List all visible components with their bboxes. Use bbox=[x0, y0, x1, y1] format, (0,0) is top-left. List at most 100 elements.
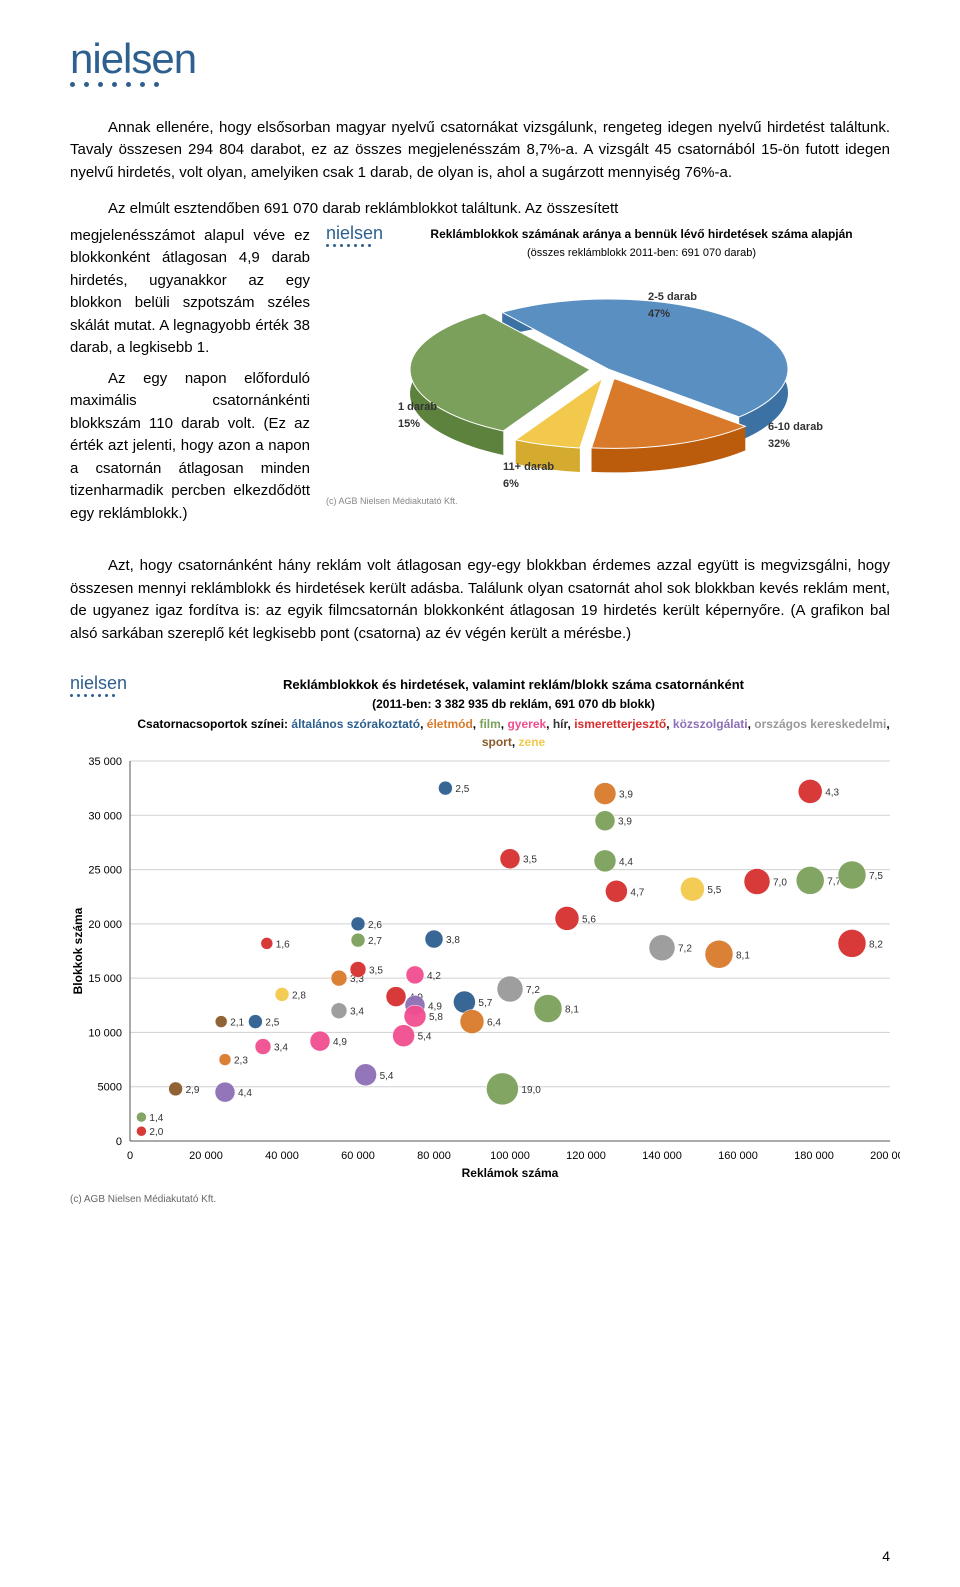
pie-slice-label: 2-5 darab47% bbox=[648, 289, 697, 322]
svg-text:180 000: 180 000 bbox=[794, 1150, 834, 1162]
svg-text:8,1: 8,1 bbox=[565, 1004, 579, 1015]
pie-title: Reklámblokkok számának aránya a bennük l… bbox=[393, 225, 890, 243]
svg-text:3,8: 3,8 bbox=[446, 935, 460, 946]
scatter-point bbox=[136, 1112, 146, 1122]
svg-text:6,4: 6,4 bbox=[487, 1017, 501, 1028]
svg-text:4,2: 4,2 bbox=[427, 971, 441, 982]
svg-text:40 000: 40 000 bbox=[265, 1150, 299, 1162]
pie-subtitle: (összes reklámblokk 2011-ben: 691 070 da… bbox=[393, 245, 890, 262]
scatter-mini-logo: nielsen bbox=[70, 675, 127, 697]
svg-text:4,4: 4,4 bbox=[238, 1088, 252, 1099]
legend-category: hír bbox=[553, 717, 568, 731]
svg-text:8,2: 8,2 bbox=[869, 939, 883, 950]
svg-text:7,2: 7,2 bbox=[526, 985, 540, 996]
page-number: 4 bbox=[882, 1546, 890, 1567]
pie-mini-logo: nielsen bbox=[326, 225, 383, 247]
svg-text:5000: 5000 bbox=[98, 1082, 122, 1094]
scatter-subtitle: (2011-ben: 3 382 935 db reklám, 691 070 … bbox=[137, 695, 890, 713]
scatter-point bbox=[386, 986, 406, 1006]
scatter-point bbox=[310, 1031, 330, 1051]
svg-text:20 000: 20 000 bbox=[189, 1150, 223, 1162]
svg-text:80 000: 80 000 bbox=[417, 1150, 451, 1162]
scatter-point bbox=[796, 866, 824, 894]
scatter-title: Reklámblokkok és hirdetések, valamint re… bbox=[137, 675, 890, 695]
svg-text:140 000: 140 000 bbox=[642, 1150, 682, 1162]
scatter-point bbox=[595, 811, 615, 831]
legend-category: ismeretterjesztő bbox=[574, 717, 666, 731]
svg-text:3,5: 3,5 bbox=[369, 965, 383, 976]
svg-text:4,3: 4,3 bbox=[825, 787, 839, 798]
scatter-point bbox=[594, 782, 616, 804]
scatter-point bbox=[500, 849, 520, 869]
scatter-point bbox=[351, 917, 365, 931]
svg-text:20 000: 20 000 bbox=[88, 919, 122, 931]
paragraph-2-column: megjelenésszámot alapul véve ez blokkonk… bbox=[70, 225, 310, 540]
svg-text:2,5: 2,5 bbox=[455, 784, 469, 795]
paragraph-2-lead: Az elmúlt esztendőben 691 070 darab rekl… bbox=[70, 198, 890, 221]
svg-text:8,1: 8,1 bbox=[736, 950, 750, 961]
svg-text:10 000: 10 000 bbox=[88, 1027, 122, 1039]
legend-category: zene bbox=[519, 735, 546, 749]
scatter-point bbox=[255, 1038, 271, 1054]
scatter-point bbox=[331, 970, 347, 986]
svg-text:3,5: 3,5 bbox=[523, 855, 537, 866]
scatter-point bbox=[215, 1082, 235, 1102]
legend-category: sport bbox=[482, 735, 512, 749]
paragraph-3: Azt, hogy csatornánként hány reklám volt… bbox=[70, 555, 890, 645]
svg-text:35 000: 35 000 bbox=[88, 756, 122, 768]
svg-text:100 000: 100 000 bbox=[490, 1150, 530, 1162]
svg-text:3,9: 3,9 bbox=[619, 789, 633, 800]
scatter-point bbox=[438, 781, 452, 795]
scatter-point bbox=[351, 933, 365, 947]
legend-category: közszolgálati bbox=[673, 717, 748, 731]
scatter-point bbox=[605, 880, 627, 902]
scatter-point bbox=[460, 1009, 484, 1033]
svg-text:2,9: 2,9 bbox=[186, 1085, 200, 1096]
pie-slice-label: 11+ darab6% bbox=[503, 459, 554, 492]
pie-chart-panel: nielsen Reklámblokkok számának aránya a … bbox=[326, 225, 890, 509]
scatter-point bbox=[404, 1005, 426, 1027]
svg-text:30 000: 30 000 bbox=[88, 810, 122, 822]
scatter-point bbox=[649, 935, 675, 961]
scatter-point bbox=[248, 1014, 262, 1028]
scatter-point bbox=[534, 994, 562, 1022]
pie-slice-label: 6-10 darab32% bbox=[768, 419, 823, 452]
legend-category: életmód bbox=[427, 717, 473, 731]
scatter-point bbox=[798, 779, 822, 803]
scatter-point bbox=[425, 930, 443, 948]
svg-text:3,9: 3,9 bbox=[618, 817, 632, 828]
svg-text:0: 0 bbox=[116, 1136, 122, 1148]
svg-text:2,6: 2,6 bbox=[368, 920, 382, 931]
svg-text:4,9: 4,9 bbox=[333, 1037, 347, 1048]
legend-category: általános szórakoztató bbox=[291, 717, 420, 731]
svg-text:2,7: 2,7 bbox=[368, 936, 382, 947]
svg-text:5,8: 5,8 bbox=[429, 1012, 443, 1023]
svg-text:25 000: 25 000 bbox=[88, 864, 122, 876]
svg-text:2,5: 2,5 bbox=[265, 1017, 279, 1028]
scatter-point bbox=[136, 1126, 146, 1136]
scatter-point bbox=[331, 1003, 347, 1019]
nielsen-logo: nielsen bbox=[70, 40, 890, 87]
scatter-point bbox=[838, 861, 866, 889]
svg-text:200 000: 200 000 bbox=[870, 1150, 900, 1162]
legend-category: gyerek bbox=[507, 717, 546, 731]
svg-text:3,4: 3,4 bbox=[350, 1007, 364, 1018]
scatter-point bbox=[744, 868, 770, 894]
svg-text:5,5: 5,5 bbox=[707, 885, 721, 896]
scatter-chart-panel: nielsen Reklámblokkok és hirdetések, val… bbox=[70, 675, 890, 1207]
paragraph-1: Annak ellenére, hogy elsősorban magyar n… bbox=[70, 117, 890, 185]
svg-text:2,0: 2,0 bbox=[149, 1127, 163, 1138]
svg-text:0: 0 bbox=[127, 1150, 133, 1162]
scatter-point bbox=[215, 1015, 227, 1027]
scatter-point bbox=[486, 1073, 518, 1105]
svg-text:7,0: 7,0 bbox=[773, 877, 787, 888]
scatter-point bbox=[169, 1082, 183, 1096]
svg-text:60 000: 60 000 bbox=[341, 1150, 375, 1162]
scatter-point bbox=[350, 961, 366, 977]
scatter-point bbox=[393, 1024, 415, 1046]
scatter-point bbox=[355, 1064, 377, 1086]
scatter-point bbox=[838, 929, 866, 957]
svg-text:5,7: 5,7 bbox=[478, 998, 492, 1009]
svg-text:5,4: 5,4 bbox=[380, 1071, 394, 1082]
scatter-legend: Csatornacsoportok színei: általános szór… bbox=[137, 715, 890, 751]
